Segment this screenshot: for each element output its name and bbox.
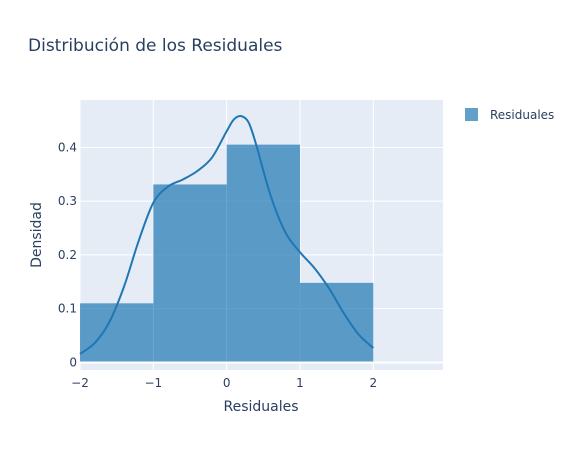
legend[interactable]: Residuales	[465, 108, 554, 122]
x-tick-label: 2	[370, 376, 378, 390]
y-axis-title: Densidad	[29, 202, 45, 268]
x-tick-label: −2	[71, 376, 89, 390]
y-axis-ticks: 0 0.1 0.2 0.3 0.4	[58, 140, 77, 369]
histogram-bar	[226, 144, 300, 363]
x-tick-label: −1	[144, 376, 162, 390]
y-tick-label: 0.3	[58, 194, 77, 208]
chart-title: Distribución de los Residuales	[28, 36, 283, 56]
x-axis-ticks: −2 −1 0 1 2	[71, 376, 377, 390]
histogram-bar	[80, 303, 154, 363]
density-curve	[79, 115, 375, 355]
y-tick-label: 0.1	[58, 302, 77, 316]
x-axis-title: Residuales	[223, 399, 298, 415]
y-tick-label: 0.2	[58, 248, 77, 262]
y-tick-label: 0.4	[58, 140, 77, 154]
x-tick-label: 1	[296, 376, 304, 390]
histogram-bar	[300, 282, 374, 363]
y-tick-label: 0	[69, 355, 77, 369]
x-tick-label: 0	[223, 376, 231, 390]
histogram-bar	[153, 184, 227, 363]
histogram-bars	[80, 144, 443, 363]
legend-label-residuales: Residuales	[490, 108, 554, 122]
legend-swatch-residuales	[465, 108, 478, 121]
